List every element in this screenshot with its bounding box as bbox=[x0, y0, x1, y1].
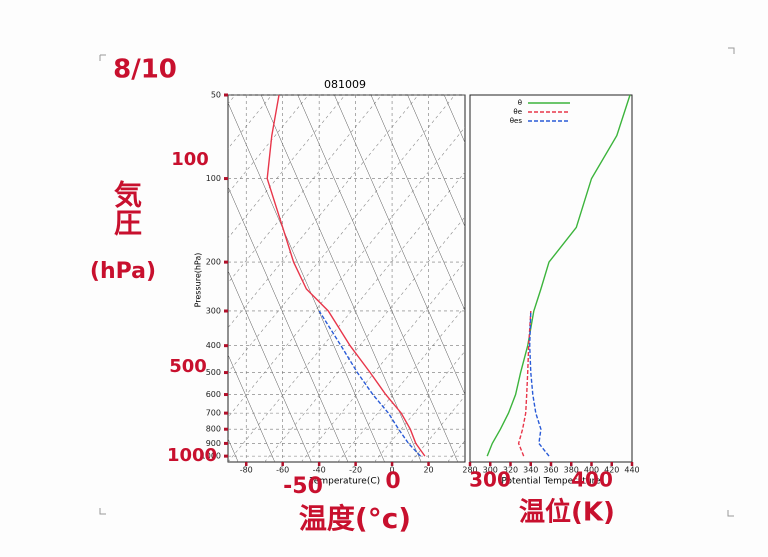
y-tick-label: 1000 bbox=[201, 452, 221, 461]
isotherm bbox=[228, 126, 465, 418]
x-tick-label: 300 bbox=[483, 466, 498, 475]
adiabat bbox=[407, 95, 465, 228]
x-axis-label: Potential Temperature bbox=[501, 477, 601, 487]
y-axis-label: Pressure(hPa) bbox=[194, 253, 203, 308]
y-tick-label: 500 bbox=[206, 368, 221, 377]
handwritten-label: 温度(°c) bbox=[299, 502, 411, 535]
x-tick-label: 280 bbox=[462, 466, 477, 475]
y-tick-label: 200 bbox=[206, 258, 221, 267]
adiabat bbox=[228, 354, 276, 462]
adiabat bbox=[297, 95, 459, 462]
series-line bbox=[517, 310, 532, 457]
y-tick-label: 400 bbox=[206, 341, 221, 350]
handwritten-label: 気圧 bbox=[110, 180, 143, 236]
handwritten-label: 500 bbox=[169, 356, 207, 377]
x-tick-label: 420 bbox=[604, 466, 619, 475]
isotherm bbox=[374, 350, 465, 462]
legend-label: θes bbox=[510, 117, 523, 125]
handwritten-label: 0 bbox=[385, 469, 400, 494]
legend-label: θ bbox=[518, 99, 522, 107]
adiabat bbox=[228, 270, 312, 462]
y-tick-label: 600 bbox=[206, 390, 221, 399]
x-tick-label: -60 bbox=[276, 466, 289, 475]
series-line bbox=[266, 94, 426, 457]
x-tick-label: -80 bbox=[240, 466, 253, 475]
adiabat bbox=[334, 95, 465, 396]
isotherm bbox=[337, 305, 465, 462]
x-tick-label: 400 bbox=[584, 466, 599, 475]
adiabat bbox=[370, 95, 465, 312]
y-tick-label: 800 bbox=[206, 425, 221, 434]
isotherm bbox=[264, 216, 465, 462]
x-tick-label: -20 bbox=[349, 466, 362, 475]
x-tick-label: 0 bbox=[390, 466, 395, 475]
handwritten-label: 300 bbox=[469, 468, 511, 492]
handwritten-date: 8/10 bbox=[113, 55, 177, 85]
adiabat bbox=[228, 186, 349, 462]
plot-frame bbox=[227, 94, 466, 463]
handwritten-label: 温位(K) bbox=[519, 497, 615, 528]
series-line bbox=[318, 310, 422, 457]
corner-marks bbox=[99, 47, 735, 517]
x-axis-label: Temperature(C) bbox=[309, 477, 380, 487]
y-tick-label: 100 bbox=[206, 174, 221, 183]
x-tick-label: 440 bbox=[624, 466, 639, 475]
adiabat bbox=[260, 95, 422, 462]
handwritten-label: 1000 bbox=[167, 445, 217, 466]
isotherm bbox=[410, 395, 465, 462]
handwritten-label: 100 bbox=[171, 149, 209, 170]
legend-label: θe bbox=[513, 108, 522, 116]
y-tick-label: 50 bbox=[211, 91, 221, 100]
handwritten-label: (hPa) bbox=[90, 259, 156, 284]
series-line bbox=[528, 310, 550, 457]
x-tick-label: -40 bbox=[313, 466, 326, 475]
x-tick-label: 380 bbox=[564, 466, 579, 475]
x-tick-label: 20 bbox=[423, 466, 433, 475]
isotherm bbox=[228, 171, 465, 462]
isotherm bbox=[300, 261, 465, 462]
y-tick-label: 900 bbox=[206, 439, 221, 448]
x-tick-label: 320 bbox=[503, 466, 518, 475]
y-tick-label: 700 bbox=[206, 409, 221, 418]
adiabat bbox=[228, 102, 385, 462]
x-tick-label: 340 bbox=[523, 466, 538, 475]
x-tick-label: 360 bbox=[543, 466, 558, 475]
handwritten-label: -50 bbox=[283, 474, 323, 499]
chart-title: 081009 bbox=[324, 78, 366, 91]
y-tick-label: 300 bbox=[206, 306, 221, 315]
handwritten-label: 400 bbox=[571, 468, 613, 492]
